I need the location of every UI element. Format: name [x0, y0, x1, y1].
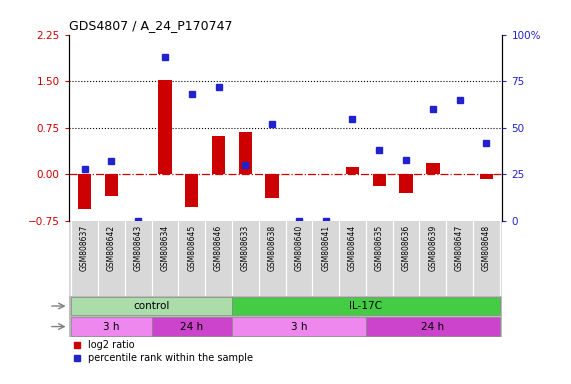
- Text: GSM808642: GSM808642: [107, 225, 116, 271]
- Text: 24 h: 24 h: [180, 321, 203, 331]
- Bar: [366, 317, 500, 336]
- Bar: [104, 174, 118, 196]
- Text: GSM808644: GSM808644: [348, 225, 357, 271]
- Text: GSM808648: GSM808648: [482, 225, 491, 271]
- Bar: [346, 167, 359, 174]
- Text: GSM808640: GSM808640: [295, 225, 303, 271]
- Text: GSM808646: GSM808646: [214, 225, 223, 271]
- Bar: [399, 174, 413, 193]
- Text: control: control: [134, 301, 170, 311]
- Text: GSM808647: GSM808647: [455, 225, 464, 271]
- Bar: [185, 174, 199, 207]
- Bar: [158, 80, 172, 174]
- Text: GSM808643: GSM808643: [134, 225, 143, 271]
- Text: percentile rank within the sample: percentile rank within the sample: [88, 353, 253, 363]
- Text: GSM808633: GSM808633: [241, 225, 250, 271]
- Text: IL-17C: IL-17C: [349, 301, 383, 311]
- Bar: [239, 132, 252, 174]
- Text: GDS4807 / A_24_P170747: GDS4807 / A_24_P170747: [69, 19, 232, 32]
- Bar: [372, 174, 386, 186]
- Text: GSM808638: GSM808638: [268, 225, 276, 271]
- Text: 3 h: 3 h: [103, 321, 120, 331]
- Bar: [71, 297, 232, 315]
- Text: GSM808645: GSM808645: [187, 225, 196, 271]
- Text: log2 ratio: log2 ratio: [88, 340, 135, 350]
- Text: GSM808636: GSM808636: [401, 225, 411, 271]
- Bar: [78, 174, 91, 209]
- Text: GSM808641: GSM808641: [321, 225, 330, 271]
- Text: GSM808635: GSM808635: [375, 225, 384, 271]
- Bar: [232, 297, 500, 315]
- Text: 24 h: 24 h: [421, 321, 444, 331]
- Bar: [232, 317, 366, 336]
- Bar: [266, 174, 279, 198]
- Bar: [71, 317, 151, 336]
- Bar: [151, 317, 232, 336]
- Text: GSM808639: GSM808639: [428, 225, 437, 271]
- Text: 3 h: 3 h: [291, 321, 307, 331]
- Text: GSM808637: GSM808637: [80, 225, 89, 271]
- Bar: [212, 136, 225, 174]
- Bar: [426, 163, 440, 174]
- Bar: [480, 174, 493, 179]
- Text: GSM808634: GSM808634: [160, 225, 170, 271]
